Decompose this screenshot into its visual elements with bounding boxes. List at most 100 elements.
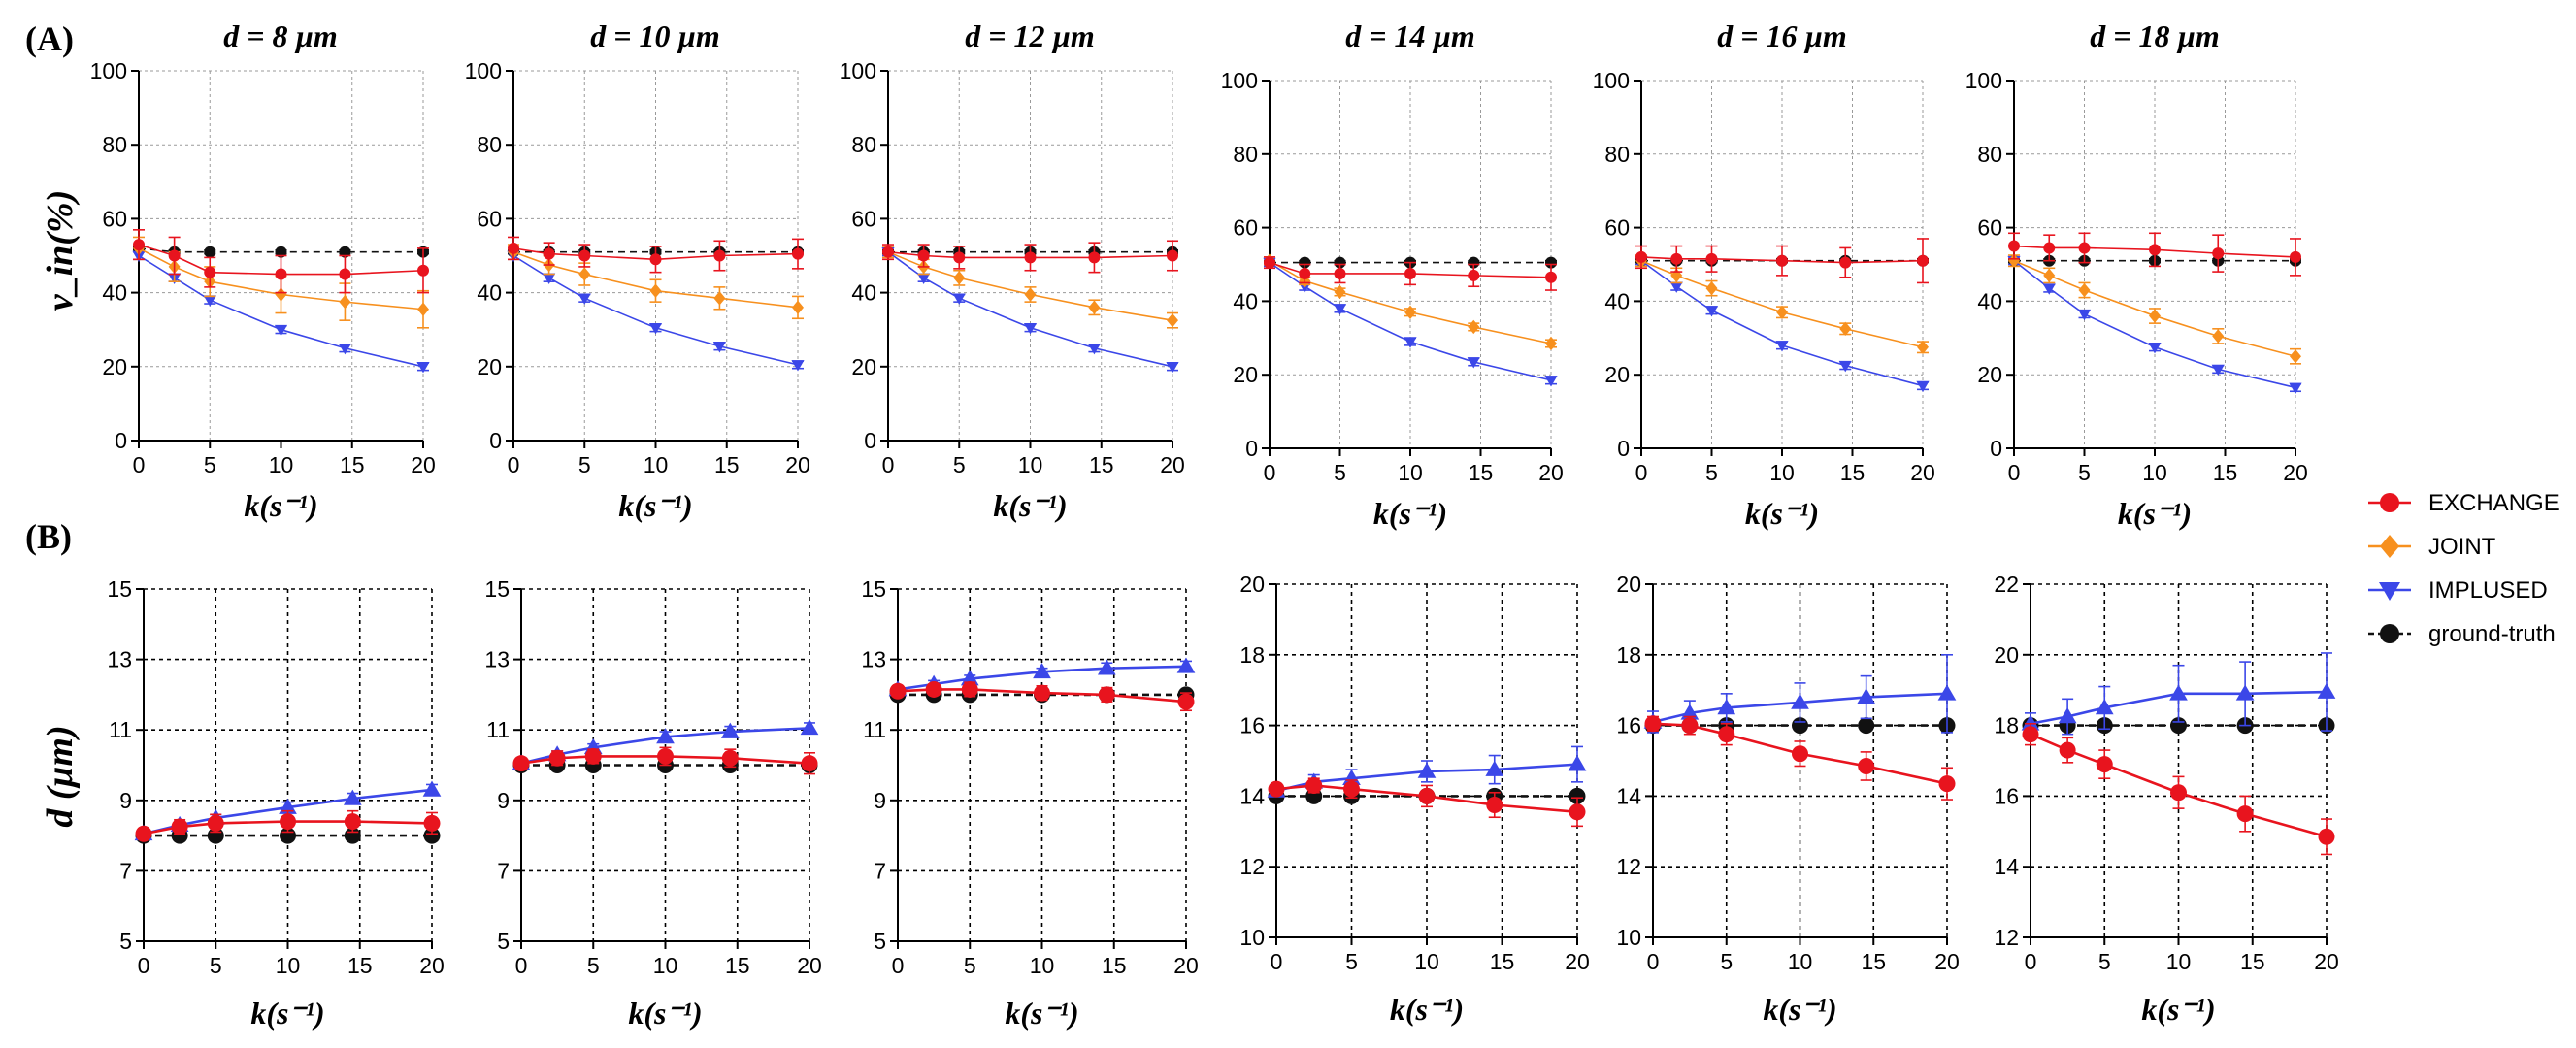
panel-b-3-plot-background	[898, 589, 1186, 941]
panel-a-2-ytick-label: 0	[489, 428, 502, 453]
panel-b-6-implused-point	[2317, 682, 2336, 699]
panel-a-5-joint-point	[1917, 340, 1929, 354]
panel-b-6-xtick-label: 5	[2098, 949, 2111, 974]
panel-a-6-joint-line	[2013, 259, 2296, 358]
panel-b-1-ytick-label: 13	[107, 647, 132, 672]
panel-a-2-exchange-point	[543, 247, 555, 260]
panel-b-1-ytick-label: 9	[119, 788, 132, 813]
column-title-6: d = 18 µm	[2090, 18, 2220, 53]
column-title-4: d = 14 µm	[1345, 18, 1475, 53]
panel-a-4-xlabel: k(s⁻¹)	[1373, 496, 1447, 531]
panel-a-5-implused-point	[1775, 341, 1789, 352]
panel-a-1-exchange-line	[138, 244, 424, 276]
panel-b-2-xtick-label: 15	[725, 953, 750, 978]
panel-a-1-ground-truth-point	[339, 246, 351, 258]
panel-a-5-implused-point	[1916, 380, 1930, 393]
panel-b-4-implused-point	[1568, 755, 1587, 771]
panel-a-2-exchange-point	[792, 247, 804, 260]
panel-b-6-implused-point	[2095, 699, 2114, 715]
panel-b-5-ground-truth-point	[1858, 717, 1875, 735]
panel-a-3-xtick-label: 20	[1160, 452, 1185, 477]
panel-b-3-implused-point	[1176, 657, 1196, 673]
panel-a-5-xlabel: k(s⁻¹)	[1745, 496, 1819, 531]
panel-b-4-ground-truth-point	[1569, 787, 1586, 804]
panel-b-2-ytick-label: 13	[484, 647, 510, 672]
panel-a-1-joint-point	[339, 294, 351, 310]
panel-label-b: (B)	[25, 517, 72, 556]
panel-b-1-xtick-label: 0	[138, 953, 150, 978]
panel-b-4-exchange-point	[1268, 780, 1285, 798]
panel-a-5-exchange-point	[1839, 256, 1852, 269]
panel-a-3-exchange-point	[1167, 249, 1178, 262]
panel-b-6-plot-background	[2031, 584, 2327, 937]
panel-a-6-exchange-point	[2212, 247, 2225, 260]
panel-b-3-xtick-label: 0	[892, 953, 905, 978]
panel-a-5-exchange-point	[1705, 252, 1718, 265]
panel-a-1-xtick-label: 20	[411, 452, 436, 477]
panel-a-3-xtick-label: 15	[1089, 452, 1114, 477]
panel-b-1-exchange-point	[423, 814, 441, 832]
panel-b-6-ytick-label: 12	[1994, 925, 2019, 950]
panel-a-1-exchange-point	[133, 239, 145, 251]
panel-a-2-exchange-point	[649, 253, 662, 266]
panel-b-1-exchange-point	[344, 813, 361, 831]
panel-a-1-joint-line	[138, 247, 424, 311]
panel-a-5-xtick-label: 5	[1705, 460, 1718, 485]
panel-a-6-exchange-point	[2290, 250, 2301, 263]
panel-a-4-ytick-label: 0	[1245, 436, 1258, 461]
panel-a-2-exchange-point	[578, 249, 591, 262]
panel-a-4-joint-point	[1334, 284, 1346, 300]
panel-a-3-joint-point	[953, 271, 966, 285]
panel-a-3-implused-point	[1166, 362, 1179, 374]
panel-b-2-implused-point	[800, 719, 819, 736]
panel-b-5-xtick-label: 15	[1861, 949, 1886, 974]
panel-b-1-plot-background	[144, 589, 432, 941]
panel-a-1-ground-truth-line	[138, 247, 423, 253]
panel-a-6-implused-point	[2042, 283, 2056, 295]
panel-a-2-xtick-label: 0	[508, 452, 520, 477]
column-title-2: d = 10 µm	[590, 18, 720, 53]
panel-b-2-exchange-point	[657, 747, 674, 765]
panel-b-2-exchange-point	[512, 755, 530, 772]
panel-a-1-exchange-point	[339, 268, 351, 280]
panel-a-4-ytick-label: 20	[1233, 362, 1258, 387]
panel-a-6-ytick-label: 0	[1990, 436, 2002, 461]
panel-b-4-exchange-point	[1305, 776, 1323, 794]
panel-b-4-xtick-label: 20	[1565, 949, 1590, 974]
panel-a-4-joint-line	[1269, 260, 1552, 344]
panel-b-4-xtick-label: 10	[1414, 949, 1439, 974]
panel-a-3-implused-point	[1023, 322, 1038, 335]
panel-a-4-joint-point	[1404, 305, 1416, 319]
panel-b-5-exchange-point	[1644, 715, 1662, 733]
panel-b-1-ytick-label: 7	[119, 858, 132, 883]
panel-b-1-ytick-label: 5	[119, 929, 132, 954]
panel-b-4-xtick-label: 15	[1490, 949, 1515, 974]
panel-b-6-implused-point	[2058, 707, 2077, 724]
panel-b-5-exchange-point	[1792, 745, 1808, 763]
column-title-5: d = 16 µm	[1717, 18, 1847, 53]
panel-a-2-ytick-label: 20	[477, 354, 502, 379]
panel-a-2-implused-point	[578, 293, 591, 305]
panel-a-1-exchange-point	[204, 266, 216, 278]
panel-a-6-xtick-label: 20	[2283, 460, 2308, 485]
panel-b-5-xtick-label: 0	[1647, 949, 1660, 974]
panel-b-6-exchange-point	[2096, 756, 2113, 773]
panel-b-5-implused-point	[1791, 693, 1809, 709]
column-title-3: d = 12 µm	[965, 18, 1095, 53]
panel-a-3-ytick-label: 20	[851, 354, 876, 379]
panel-b-2-ytick-label: 11	[486, 717, 510, 742]
panel-a-1-xtick-label: 10	[269, 452, 294, 477]
panel-b-3-exchange-point	[961, 680, 978, 698]
legend-marker-4	[2380, 624, 2399, 643]
panel-b-1-implused-point	[343, 789, 362, 805]
legend-marker-2	[2380, 535, 2399, 558]
panel-a-6-xtick-label: 10	[2142, 460, 2167, 485]
panel-b-6-xlabel: k(s⁻¹)	[2141, 992, 2215, 1027]
panel-a-1-joint-point	[417, 302, 429, 316]
panel-b-5-implused-point	[1680, 704, 1700, 720]
panel-b-1-xlabel: k(s⁻¹)	[250, 996, 324, 1031]
panel-a-5-xtick-label: 10	[1769, 460, 1795, 485]
panel-a-3-ytick-label: 100	[840, 58, 876, 83]
